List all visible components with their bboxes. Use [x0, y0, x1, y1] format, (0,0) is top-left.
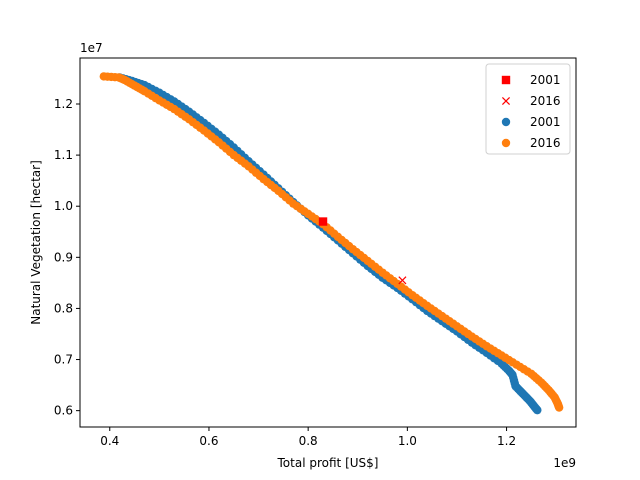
- axes-frame: [79, 57, 577, 428]
- legend-marker: [501, 75, 511, 85]
- series-2016-x: [398, 276, 407, 285]
- y-tick-label: 1.1: [54, 148, 73, 162]
- x-tick-label: 1.2: [497, 434, 516, 448]
- y-axis-label: Natural Vegetation [hectar]: [29, 160, 43, 325]
- legend-marker-stroke: [501, 96, 511, 106]
- x-tick-label: 0.8: [299, 434, 318, 448]
- data-point-stroke: [398, 276, 407, 285]
- y-tick-label: 1.0: [54, 199, 73, 213]
- legend-label: 2016: [530, 136, 561, 150]
- x-offset-label: 1e9: [553, 456, 576, 470]
- y-tick-label: 0.7: [54, 353, 73, 367]
- y-tick-label: 1.2: [54, 97, 73, 111]
- legend-item: 2001: [501, 115, 561, 129]
- legend-marker: [501, 138, 511, 148]
- legend-label: 2001: [530, 115, 561, 129]
- x-tick-label: 1.0: [398, 434, 417, 448]
- plot-area: [99, 72, 564, 415]
- y-tick-label: 0.8: [54, 301, 73, 315]
- series-2001-circle: [115, 73, 542, 415]
- data-point: [533, 405, 542, 415]
- legend-label: 2016: [530, 94, 561, 108]
- x-axis-label: Total profit [US$]: [277, 456, 379, 470]
- legend-item: 2016: [501, 136, 561, 150]
- data-point: [318, 217, 328, 226]
- data-point: [554, 403, 564, 412]
- legend-box: [485, 63, 571, 155]
- data-point: [398, 276, 407, 285]
- legend-label: 2001: [530, 73, 561, 87]
- y-axis-ticks: 0.6 0.7 0.8 0.9 1.0 1.1 1.2: [54, 97, 80, 418]
- x-axis-ticks: 0.4 0.6 0.8 1.0 1.2: [100, 427, 516, 448]
- legend-item: 2016: [501, 94, 561, 108]
- series-2016-circle: [99, 72, 564, 412]
- x-tick-label: 0.4: [100, 434, 119, 448]
- legend-marker: [501, 96, 511, 106]
- legend-marker: [501, 117, 511, 127]
- y-tick-label: 0.9: [54, 250, 73, 264]
- legend: 2001 2016 2001 2016: [485, 63, 571, 155]
- y-offset-label: 1e7: [80, 41, 103, 55]
- x-tick-label: 0.6: [199, 434, 218, 448]
- series-2001-square: [318, 217, 328, 226]
- legend-item: 2001: [501, 73, 561, 87]
- y-tick-label: 0.6: [54, 404, 73, 418]
